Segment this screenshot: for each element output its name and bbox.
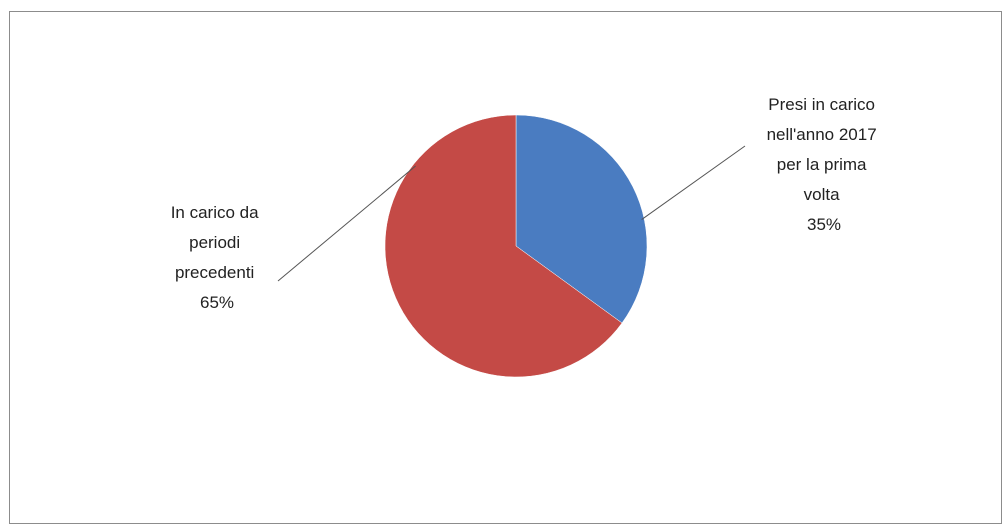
- leader-line-periodi-precedenti: [277, 165, 416, 282]
- slice-label-periodi-precedenti: In carico da periodi precedenti 65%: [171, 203, 264, 312]
- slice-label-periodi-precedenti-line-3: precedenti: [175, 263, 254, 282]
- slice-label-prima-volta: Presi in carico nell'anno 2017 per la pr…: [767, 95, 882, 234]
- pie-slice-periodi-precedenti: [384, 114, 623, 378]
- slice-label-prima-volta-line-4: volta: [804, 185, 840, 204]
- pie-slice-prima-volta: [515, 114, 648, 324]
- slice-label-prima-volta-line-1: Presi in carico: [768, 95, 875, 114]
- slice-label-periodi-precedenti-line-2: periodi: [189, 233, 240, 252]
- leader-line-prima-volta: [641, 145, 746, 220]
- slice-label-prima-volta-percent: 35%: [807, 215, 841, 234]
- slice-label-periodi-precedenti-percent: 65%: [200, 293, 234, 312]
- slice-label-prima-volta-line-3: per la prima: [777, 155, 867, 174]
- slice-label-periodi-precedenti-line-1: In carico da: [171, 203, 259, 222]
- slice-label-prima-volta-line-2: nell'anno 2017: [767, 125, 877, 144]
